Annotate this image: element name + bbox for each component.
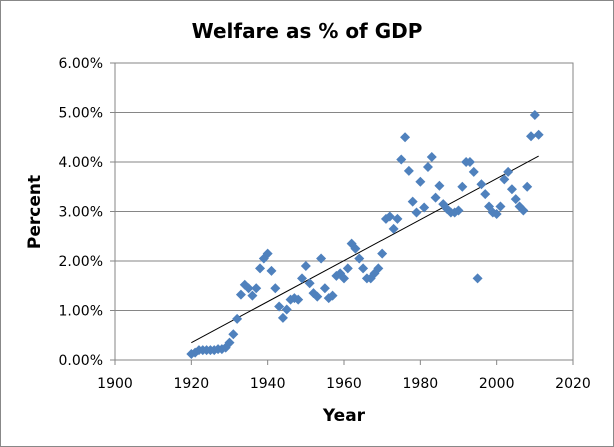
- data-point: [377, 248, 388, 259]
- data-point: [255, 263, 266, 274]
- data-point: [281, 304, 292, 315]
- data-point: [277, 312, 288, 323]
- y-axis-label: Percent: [25, 175, 45, 249]
- data-point: [388, 223, 399, 234]
- data-point: [430, 192, 441, 203]
- data-point: [529, 109, 540, 120]
- data-point: [499, 174, 510, 185]
- x-tick-label: 2020: [555, 376, 591, 392]
- data-point: [354, 253, 365, 264]
- data-point: [426, 152, 437, 163]
- y-tick-label: 5.00%: [59, 106, 103, 122]
- data-point: [495, 201, 506, 212]
- data-point: [468, 166, 479, 177]
- y-tick-label: 4.00%: [59, 155, 103, 171]
- x-tick-label: 1940: [250, 376, 286, 392]
- x-tick-label: 2000: [479, 376, 515, 392]
- data-point: [419, 202, 430, 213]
- data-point: [526, 131, 537, 142]
- data-point: [384, 211, 395, 222]
- data-point: [304, 278, 315, 289]
- data-point: [392, 213, 403, 224]
- data-point: [266, 265, 277, 276]
- data-point: [510, 194, 521, 205]
- data-point: [396, 154, 407, 165]
- data-point: [274, 301, 285, 312]
- data-point: [400, 132, 411, 143]
- data-point: [247, 290, 258, 301]
- x-tick-label: 1960: [326, 376, 362, 392]
- data-point: [228, 329, 239, 340]
- y-tick-label: 3.00%: [59, 205, 103, 221]
- data-point: [491, 208, 502, 219]
- data-point: [506, 184, 517, 195]
- y-tick-label: 6.00%: [59, 56, 103, 72]
- y-tick-label: 1.00%: [59, 304, 103, 320]
- data-point: [415, 176, 426, 187]
- x-tick-label: 1920: [174, 376, 210, 392]
- data-point: [350, 243, 361, 254]
- data-point: [407, 196, 418, 207]
- data-point: [518, 205, 529, 216]
- data-point: [262, 248, 273, 259]
- data-point: [251, 283, 262, 294]
- data-point: [312, 291, 323, 302]
- plot-area: [114, 62, 574, 361]
- data-point: [472, 273, 483, 284]
- data-point: [476, 179, 487, 190]
- data-point: [319, 283, 330, 294]
- data-point: [243, 283, 254, 294]
- data-point: [342, 263, 353, 274]
- data-point: [411, 207, 422, 218]
- data-point: [358, 263, 369, 274]
- data-point: [300, 260, 311, 271]
- data-point: [339, 273, 349, 284]
- data-point: [503, 166, 514, 177]
- data-point: [403, 165, 414, 176]
- x-tick-label: 1900: [97, 376, 133, 392]
- data-point: [434, 180, 445, 191]
- chart-title: Welfare as % of GDP: [192, 19, 423, 43]
- y-tick-label: 2.00%: [59, 254, 103, 270]
- data-point: [293, 294, 304, 305]
- data-point: [297, 273, 308, 284]
- trendline: [191, 155, 539, 344]
- data-point: [522, 181, 533, 192]
- data-point: [316, 253, 327, 264]
- data-point: [232, 313, 243, 324]
- data-point: [533, 129, 544, 140]
- y-tick-label: 0.00%: [59, 353, 103, 369]
- data-point: [453, 205, 464, 216]
- data-point: [327, 290, 338, 301]
- data-point: [235, 289, 246, 300]
- data-point: [373, 263, 384, 274]
- data-point: [224, 337, 235, 348]
- data-point: [270, 283, 281, 294]
- data-point: [457, 181, 468, 192]
- data-point: [464, 157, 475, 167]
- data-point: [480, 189, 491, 200]
- x-tick-label: 1980: [403, 376, 439, 392]
- data-point: [422, 161, 433, 172]
- x-axis-label: Year: [322, 406, 366, 426]
